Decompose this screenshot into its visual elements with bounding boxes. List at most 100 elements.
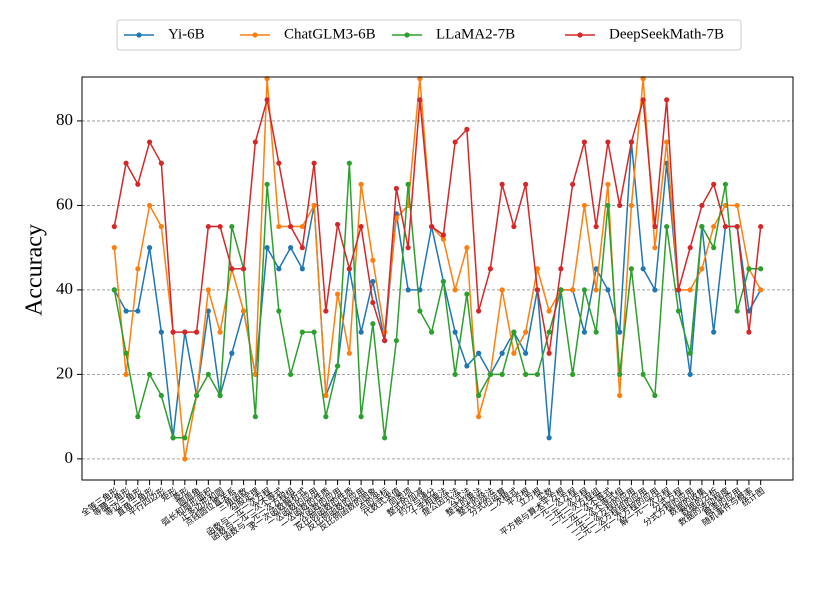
data-point [452, 139, 458, 145]
data-point [687, 287, 693, 293]
data-point [476, 308, 482, 314]
data-point [499, 371, 505, 377]
data-point [229, 266, 235, 272]
data-point [581, 202, 588, 209]
legend: Yi-6B ChatGLM3-6B LLaMA2-7B DeepSeekMath-7B [116, 19, 742, 51]
data-point [205, 223, 211, 230]
data-point [640, 97, 646, 103]
y-tick-label: 0 [65, 448, 74, 467]
data-point [452, 329, 458, 335]
data-point [558, 287, 564, 293]
data-point [276, 266, 282, 272]
data-point [276, 160, 282, 166]
data-point [628, 139, 635, 145]
data-point [276, 223, 282, 230]
data-point [734, 308, 740, 314]
data-point [217, 392, 223, 399]
data-point [581, 329, 588, 335]
data-point [264, 245, 270, 251]
data-point [370, 257, 376, 263]
data-point [440, 236, 446, 242]
data-point [417, 97, 423, 103]
data-point [570, 371, 576, 377]
data-point [699, 202, 705, 209]
data-point [229, 223, 235, 230]
data-point [135, 308, 141, 314]
data-point [382, 337, 388, 344]
data-point [135, 266, 141, 272]
data-point [546, 329, 552, 335]
data-point [335, 363, 341, 369]
data-point [335, 221, 341, 228]
data-point [417, 308, 423, 314]
data-point [758, 287, 764, 293]
data-point [287, 223, 294, 230]
data-point [299, 329, 305, 335]
data-point [605, 202, 611, 209]
data-point [393, 185, 399, 192]
data-point [323, 392, 329, 399]
data-point [182, 435, 188, 441]
data-point [111, 223, 117, 230]
data-point [664, 223, 670, 230]
data-point [346, 350, 352, 356]
data-point [640, 266, 646, 272]
data-point [252, 414, 258, 420]
data-point [711, 181, 717, 187]
data-point [370, 321, 376, 327]
data-point [405, 287, 411, 293]
data-point [370, 299, 376, 306]
data-point [240, 266, 247, 272]
data-point [205, 371, 211, 377]
data-point [217, 223, 223, 230]
data-point [687, 371, 693, 377]
data-point [393, 337, 399, 344]
legend-label: Yi-6B [168, 26, 205, 42]
data-point [652, 392, 658, 399]
data-point [464, 363, 470, 369]
data-point [111, 245, 117, 251]
data-point [252, 139, 258, 145]
data-point [581, 139, 588, 145]
data-point [429, 329, 435, 335]
data-point [511, 223, 517, 230]
x-tick-label: 统计图 [740, 485, 767, 509]
data-point [652, 223, 658, 230]
data-point [617, 202, 623, 209]
series-line [113, 141, 762, 438]
data-point [464, 245, 470, 251]
data-point [193, 329, 200, 335]
y-tick-label: 60 [56, 194, 73, 213]
data-point [511, 350, 517, 356]
data-point [146, 245, 153, 251]
data-point [711, 329, 717, 335]
data-point [652, 245, 658, 251]
data-point [170, 435, 176, 441]
data-point [146, 139, 153, 145]
data-point [605, 139, 611, 145]
data-point [440, 232, 446, 238]
data-point [299, 245, 305, 251]
data-point [264, 97, 270, 103]
data-point [382, 435, 388, 441]
data-point [581, 287, 588, 293]
data-point [358, 181, 364, 187]
data-point [299, 223, 305, 230]
y-tick-label: 20 [56, 363, 73, 382]
data-point [699, 223, 705, 230]
plot-frame [81, 76, 794, 481]
data-point [393, 215, 399, 221]
y-axis-label: Accuracy [22, 224, 48, 316]
data-point [664, 139, 670, 145]
legend-marker [404, 32, 410, 38]
data-point [264, 181, 270, 187]
data-point [664, 97, 670, 103]
data-point [123, 160, 129, 166]
y-tick-label: 80 [56, 110, 73, 129]
data-point [534, 371, 540, 377]
data-point [311, 202, 317, 209]
series-line [113, 99, 762, 354]
data-point [464, 291, 470, 297]
data-point [405, 181, 411, 187]
